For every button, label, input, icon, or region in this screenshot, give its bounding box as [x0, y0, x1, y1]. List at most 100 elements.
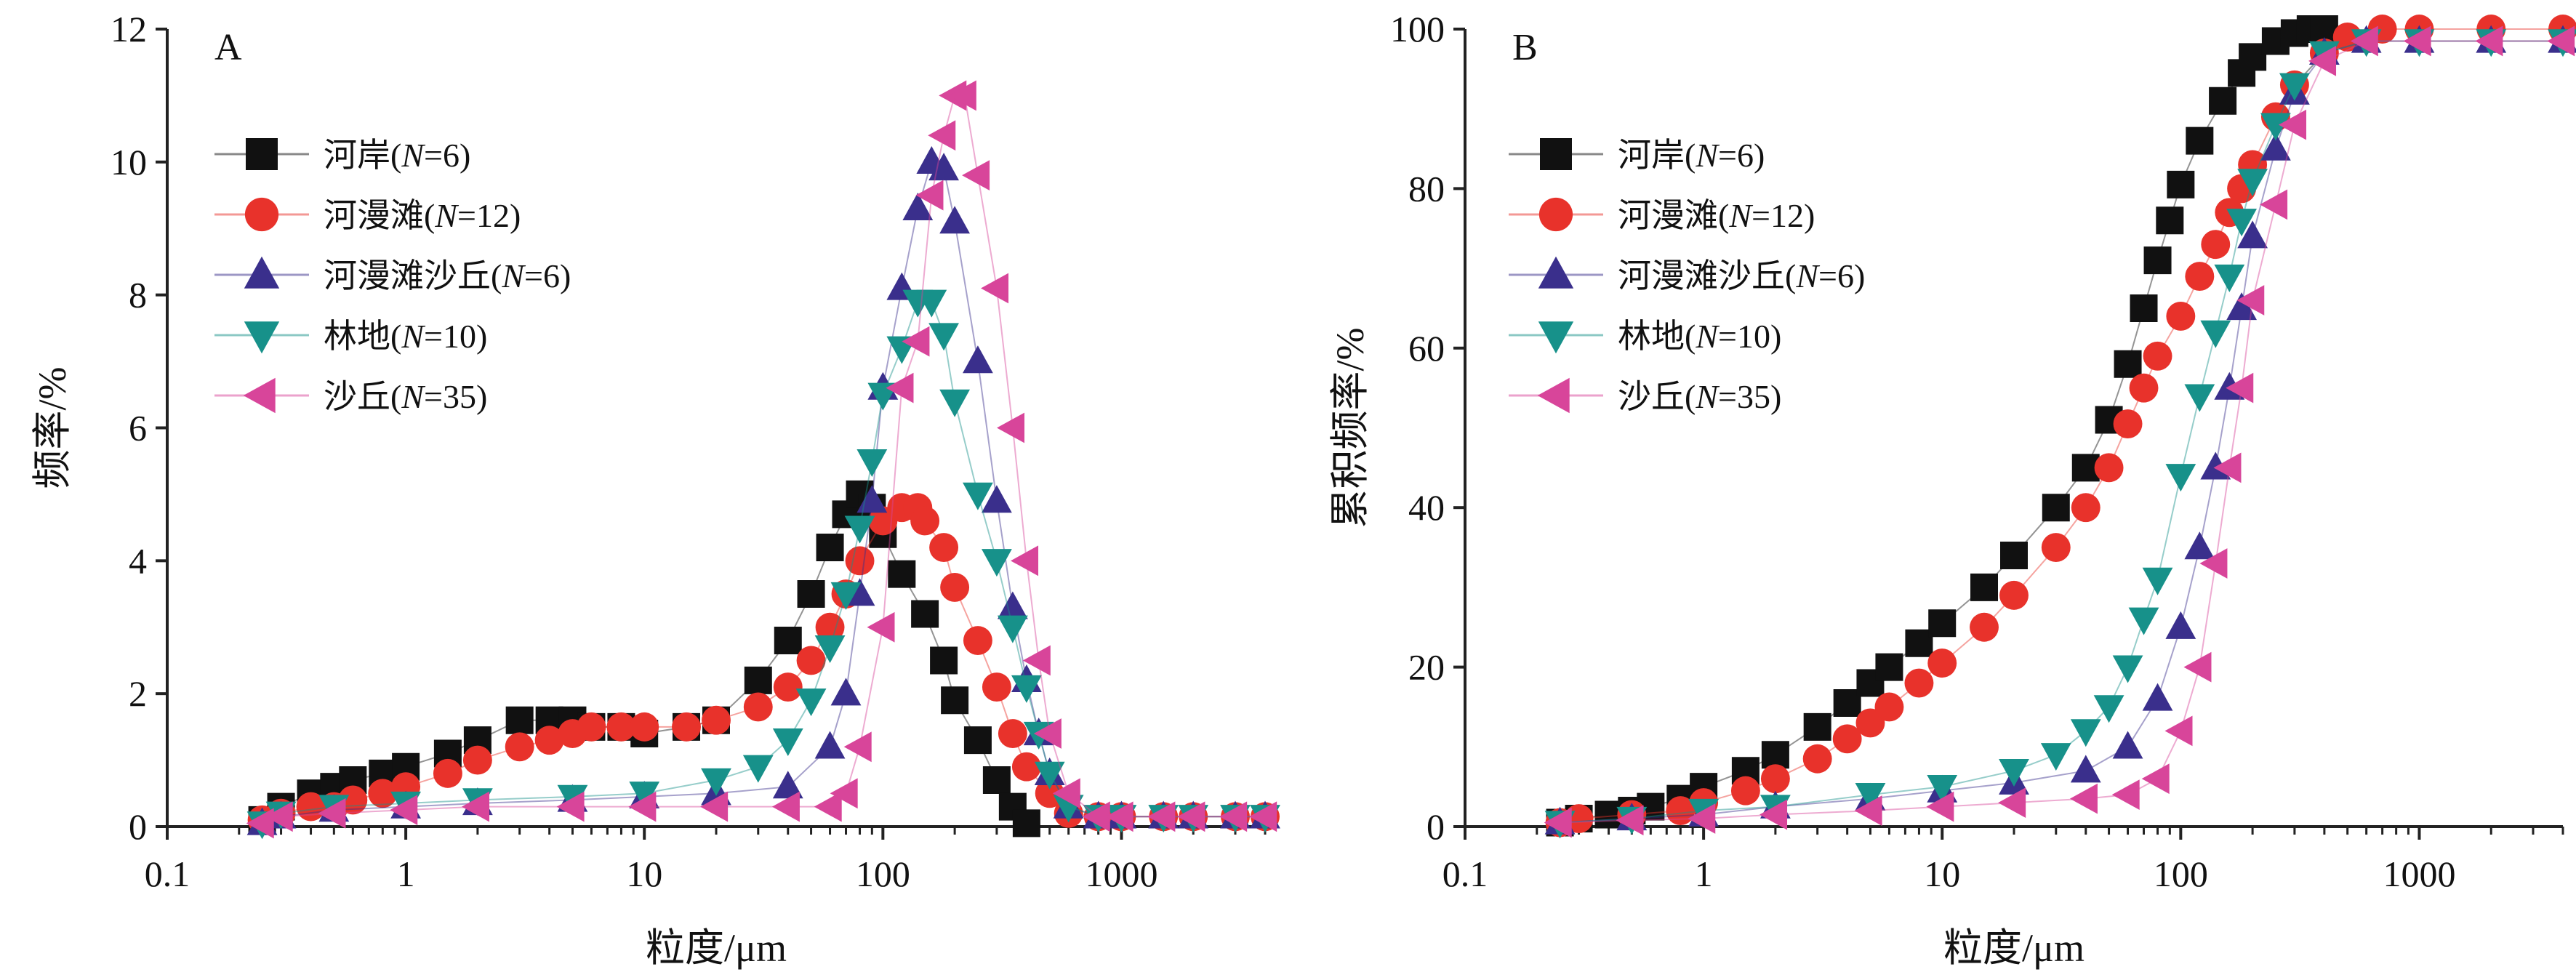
data-point: [462, 745, 492, 775]
data-point: [2141, 763, 2170, 795]
data-point: [2070, 719, 2101, 747]
data-point: [296, 792, 326, 822]
data-point: [2142, 683, 2173, 711]
data-point: [981, 273, 1009, 304]
data-point: [1544, 807, 1572, 838]
data-point: [1219, 801, 1248, 832]
data-point: [796, 646, 826, 675]
series-4: [246, 80, 1277, 839]
data-point: [2226, 372, 2254, 403]
data-point: [369, 759, 397, 787]
legend-marker: [246, 138, 278, 170]
data-point: [981, 485, 1012, 513]
data-point: [1970, 612, 1999, 642]
data-point: [998, 719, 1027, 748]
data-point: [742, 755, 774, 783]
y-tick-label: 12: [111, 9, 147, 49]
data-point: [2142, 567, 2173, 595]
data-point: [1905, 629, 1933, 657]
data-point: [1802, 744, 1832, 774]
y-tick-label: 0: [129, 806, 147, 847]
data-point: [1616, 805, 1644, 836]
data-point: [772, 771, 803, 799]
data-point: [816, 534, 844, 562]
data-point: [1832, 724, 1862, 754]
data-point: [963, 626, 992, 655]
data-point: [928, 120, 956, 151]
data-point: [830, 678, 862, 706]
legend-marker: [1540, 138, 1572, 170]
data-point: [902, 326, 930, 357]
data-point: [1998, 787, 2026, 818]
data-point: [773, 672, 803, 702]
data-point: [368, 779, 398, 808]
data-point: [1760, 764, 1790, 794]
data-point: [1875, 653, 1903, 681]
data-point: [2237, 169, 2268, 197]
data-point: [2183, 651, 2212, 683]
data-point: [2260, 113, 2291, 141]
x-tick-label: 0.1: [145, 854, 190, 894]
data-point: [700, 791, 729, 822]
data-point: [963, 726, 992, 755]
legend-marker: [244, 321, 280, 354]
data-point: [2129, 373, 2159, 403]
data-point: [981, 549, 1012, 577]
data-point: [2350, 25, 2378, 57]
data-point: [939, 389, 971, 417]
panel-b: 0.1 1 10 100 1000 0 20 40 60 80 100 粒度/μm 累积频率/% B 河岸(…: [1328, 9, 2576, 970]
y-tick-label: 6: [129, 408, 147, 449]
data-point: [1011, 752, 1041, 782]
data-point: [433, 758, 462, 788]
data-point: [2165, 464, 2196, 492]
data-point: [2201, 230, 2231, 260]
data-point: [1926, 791, 1954, 822]
legend-label: 沙丘(N=35): [324, 377, 487, 416]
data-point: [928, 323, 960, 351]
data-point: [774, 627, 802, 655]
data-point: [997, 615, 1028, 643]
data-point: [1999, 580, 2029, 610]
data-point: [535, 706, 563, 734]
data-point: [2093, 695, 2124, 723]
data-point: [2213, 452, 2242, 483]
data-point: [2186, 126, 2214, 155]
legend-marker: [1538, 321, 1574, 354]
data-point: [2112, 731, 2143, 759]
data-point: [2165, 611, 2196, 639]
data-point: [843, 731, 872, 763]
y-tick-label: 20: [1408, 647, 1445, 688]
data-point: [2070, 755, 2101, 783]
y-tick-label: 8: [129, 275, 147, 316]
data-point: [2279, 109, 2307, 140]
data-point: [1833, 688, 1861, 717]
data-point: [963, 345, 993, 374]
data-point: [815, 612, 845, 642]
data-point: [772, 728, 803, 757]
data-point: [845, 546, 875, 576]
y-tick-label: 2: [129, 673, 147, 714]
data-point: [2041, 533, 2071, 562]
data-point: [867, 611, 895, 643]
data-point: [339, 766, 367, 795]
data-point: [2164, 715, 2193, 747]
data-point: [982, 672, 1011, 702]
data-point: [2112, 655, 2143, 683]
data-point: [2143, 341, 2172, 371]
legend-label: 沙丘(N=35): [1618, 377, 1781, 416]
legend-label: 河漫滩(N=12): [1618, 196, 1815, 235]
data-point: [1594, 800, 1623, 829]
axes: [1453, 28, 2564, 840]
data-point: [1177, 801, 1205, 832]
data-point: [2237, 220, 2268, 249]
data-point: [2200, 320, 2231, 348]
data-point: [2185, 262, 2215, 292]
data-point: [318, 798, 346, 829]
y-tick-label: 4: [129, 540, 147, 581]
series-4: [1544, 25, 2575, 838]
data-point: [2308, 45, 2337, 76]
data-point: [390, 795, 418, 826]
data-point: [2113, 409, 2143, 438]
data-point: [2199, 548, 2228, 579]
